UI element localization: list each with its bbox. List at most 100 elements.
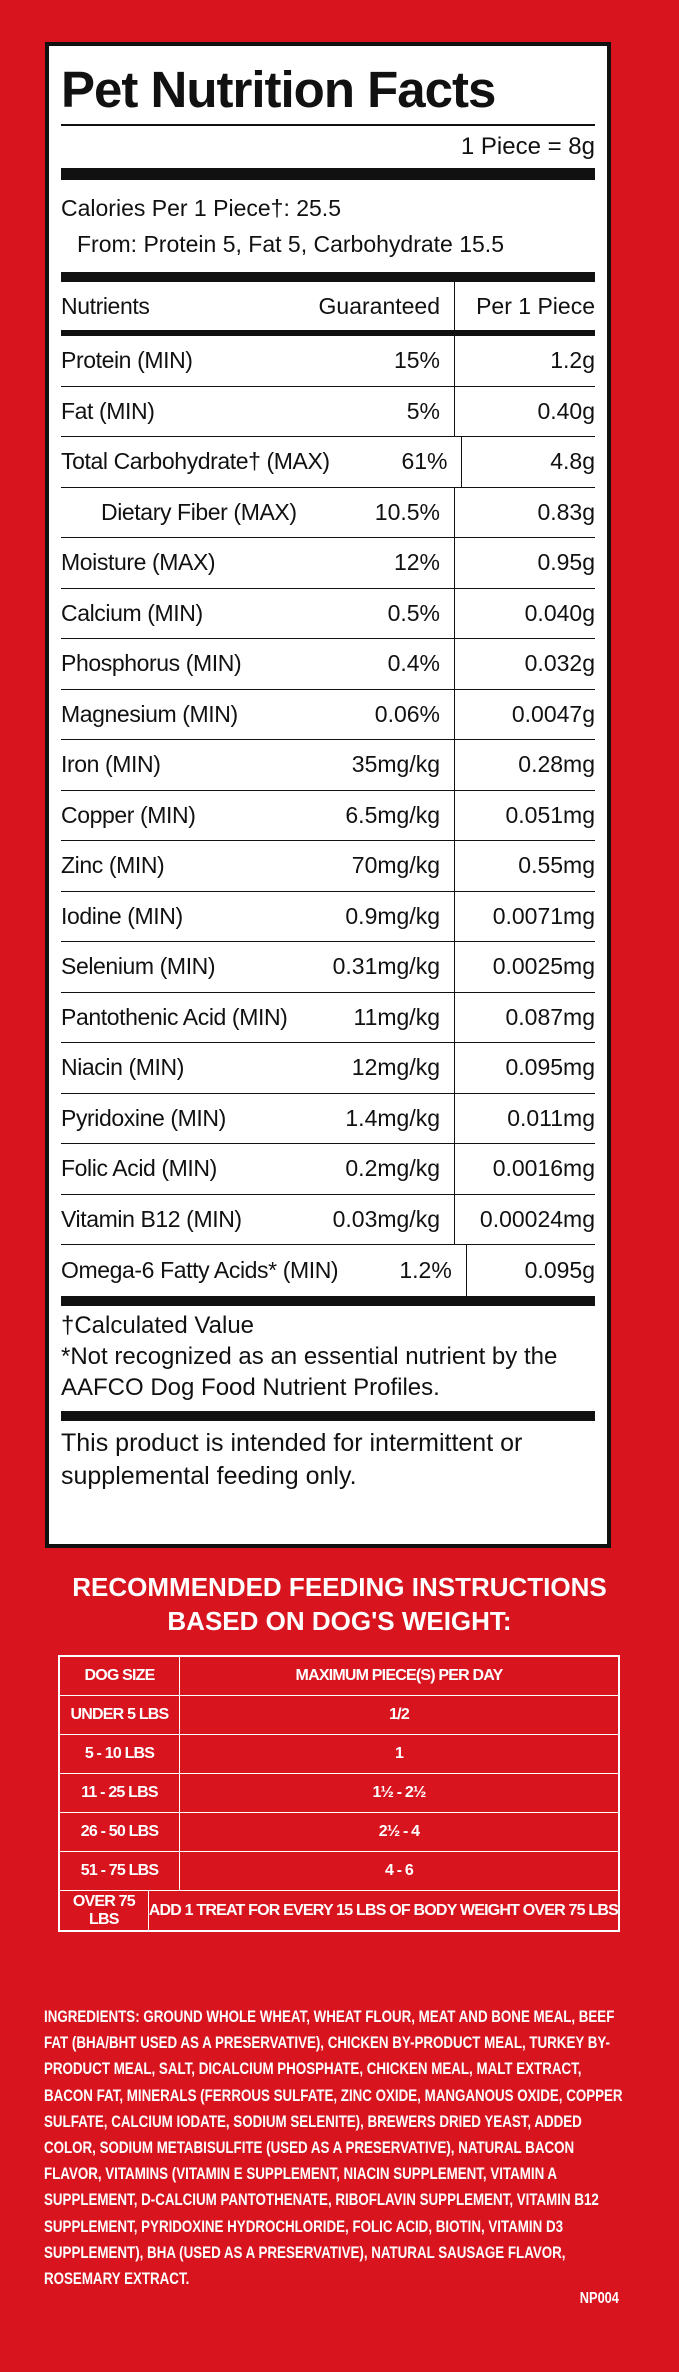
nutrient-name: Copper (MIN) [61,801,196,828]
nutrient-name: Pyridoxine (MIN) [61,1104,226,1131]
guaranteed-value: 0.5% [315,588,455,638]
nutrient-row: Phosphorus (MIN) 0.4% 0.032g [61,639,595,690]
feeding-row: 11 - 25 LBS 1½ - 2½ [60,1774,618,1813]
header-cell: Per 1 Piece [476,292,595,319]
feeding-row: 51 - 75 LBS 4 - 6 [60,1852,618,1891]
per-piece-value: 0.095mg [505,1054,595,1081]
per-piece-value: 0.0025mg [492,953,595,980]
nutrient-name: Niacin (MIN) [61,1054,184,1081]
feeding-table: DOG SIZE MAXIMUM PIECE(S) PER DAY UNDER 5 … [58,1655,620,1932]
pieces: 1 [394,1745,404,1762]
pieces: 1½ - 2½ [372,1784,426,1801]
feeding-header: DOG SIZE MAXIMUM PIECE(S) PER DAY [60,1657,618,1696]
guaranteed-value: 0.31mg/kg [315,942,455,992]
nutrient-row: Iron (MIN) 35mg/kg 0.28mg [61,740,595,791]
feeding-note: This product is intended for intermitten… [61,1428,523,1490]
per-piece-value: 0.83g [537,498,595,525]
nutrient-row: Pantothenic Acid (MIN) 11mg/kg 0.087mg [61,992,595,1043]
rule [61,330,595,336]
nutrient-row: Fat (MIN) 5% 0.40g [61,386,595,437]
rule [61,272,595,282]
nutrient-rows: Protein (MIN) 15% 1.2g Fat (MIN) 5% 0.40g Tota… [61,336,595,1296]
nutrient-name: Selenium (MIN) [61,953,216,980]
guaranteed-value: 0.03mg/kg [315,1194,455,1244]
nutrient-row: Omega-6 Fatty Acids* (MIN) 1.2% 0.095g [61,1245,595,1296]
nutrition-panel: Pet Nutrition Facts 1 Piece = 8g Calorie… [45,42,611,1548]
dog-size: UNDER 5 LBS [60,1696,180,1734]
guaranteed-value: 1.2% [338,1245,467,1296]
per-piece-value: 0.0071mg [492,902,595,929]
header-cell: MAXIMUM PIECE(S) PER DAY [295,1667,504,1684]
per-piece-value: 0.040g [524,599,595,626]
table-header: Nutrients Guaranteed Per 1 Piece [61,282,595,330]
per-piece-value: 0.087mg [505,1003,595,1030]
nutrient-row: Zinc (MIN) 70mg/kg 0.55mg [61,841,595,892]
guaranteed-value: 61% [330,437,463,487]
footnote: *Not recognized as an essential nutrient… [61,1342,558,1401]
nutrient-row: Protein (MIN) 15% 1.2g [61,336,595,387]
per-piece-value: 0.28mg [518,751,595,778]
ingredients-label: INGREDIENTS: [44,2007,140,2026]
guaranteed-value: 0.4% [315,639,455,689]
guaranteed-value: 0.2mg/kg [315,1144,455,1194]
pieces: 1/2 [389,1706,410,1723]
per-piece-value: 0.011mg [507,1104,595,1131]
rule [61,1295,595,1306]
nutrient-name: Total Carbohydrate† (MAX) [61,448,330,475]
per-piece-value: 0.95g [537,549,595,576]
nutrient-name: Iron (MIN) [61,751,161,778]
feeding-title: RECOMMENDED FEEDING INSTRUCTIONS BASED O… [0,1570,679,1638]
ingredients: INGREDIENTS: GROUND WHOLE WHEAT, WHEAT F… [44,2004,633,2292]
guaranteed-value: 35mg/kg [315,740,455,790]
feeding-row: OVER 75 LBS ADD 1 TREAT FOR EVERY 15 LBS … [60,1891,619,1930]
header-cell: Nutrients [61,292,150,319]
per-piece-value: 0.0047g [511,700,595,727]
nutrient-name: Calcium (MIN) [61,599,203,626]
feeding-row: 26 - 50 LBS 2½ - 4 [60,1813,618,1852]
nutrient-name: Vitamin B12 (MIN) [61,1205,242,1232]
guaranteed-value: 11mg/kg [315,992,455,1042]
nutrient-name: Phosphorus (MIN) [61,650,242,677]
dog-size: OVER 75 LBS [60,1891,149,1930]
per-piece-value: 0.051mg [505,801,595,828]
feeding-row: 5 - 10 LBS 1 [60,1735,618,1774]
nutrient-row: Dietary Fiber (MAX) 10.5% 0.83g [61,487,595,538]
guaranteed-value: 12% [315,538,455,588]
nutrient-row: Magnesium (MIN) 0.06% 0.0047g [61,689,595,740]
calories-from: From: Protein 5, Fat 5, Carbohydrate 15.… [77,231,504,257]
dog-size: 5 - 10 LBS [60,1735,180,1773]
nutrient-name: Protein (MIN) [61,347,193,374]
nutrient-name: Omega-6 Fatty Acids* (MIN) [61,1256,339,1283]
product-code: NP004 [579,2290,619,2307]
nutrient-name: Dietary Fiber (MAX) [101,498,297,525]
pieces: ADD 1 TREAT FOR EVERY 15 LBS OF BODY WEI… [148,1901,619,1919]
per-piece-value: 4.8g [550,448,595,475]
dog-size: 51 - 75 LBS [60,1852,180,1890]
rule [61,168,595,180]
per-piece-value: 1.2g [550,347,595,374]
nutrient-row: Copper (MIN) 6.5mg/kg 0.051mg [61,790,595,841]
footnote: †Calculated Value [61,1311,255,1339]
calories: Calories Per 1 Piece†: 25.5 From: Protei… [61,180,595,272]
panel-title: Pet Nutrition Facts [61,61,496,118]
nutrient-row: Vitamin B12 (MIN) 0.03mg/kg 0.00024mg [61,1194,595,1245]
guaranteed-value: 12mg/kg [315,1043,455,1093]
per-piece-value: 0.00024mg [479,1205,595,1232]
nutrient-name: Pantothenic Acid (MIN) [61,1003,288,1030]
dog-size: 26 - 50 LBS [60,1813,180,1851]
feeding-title-line: RECOMMENDED FEEDING INSTRUCTIONS [72,1572,607,1602]
footnotes: †Calculated Value *Not recognized as an e… [61,1306,595,1411]
dog-size: 11 - 25 LBS [60,1774,180,1812]
nutrient-row: Selenium (MIN) 0.31mg/kg 0.0025mg [61,942,595,993]
nutrient-name: Folic Acid (MIN) [61,1155,217,1182]
per-piece-value: 0.032g [524,650,595,677]
feeding-row: UNDER 5 LBS 1/2 [60,1696,618,1735]
guaranteed-value: 6.5mg/kg [315,790,455,840]
serving-size: 1 Piece = 8g [460,133,595,160]
per-piece-value: 0.0016mg [492,1155,595,1182]
guaranteed-value: 15% [315,336,455,386]
guaranteed-value: 0.06% [315,689,455,739]
guaranteed-value: 5% [315,386,455,436]
nutrient-row: Calcium (MIN) 0.5% 0.040g [61,588,595,639]
